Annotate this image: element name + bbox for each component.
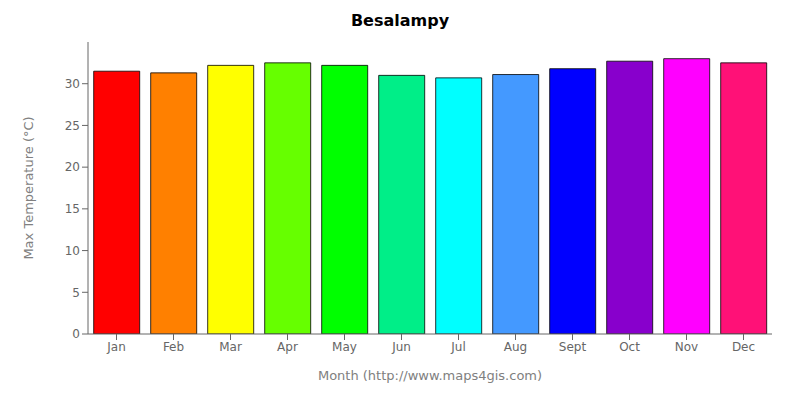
html-text:Besalampy: Besalampy bbox=[350, 11, 450, 30]
svg-text:20: 20 bbox=[65, 160, 80, 174]
svg-text:Month (http://www.maps4gis.com: Month (http://www.maps4gis.com) bbox=[318, 368, 542, 383]
svg-text:Jan: Jan bbox=[106, 340, 126, 354]
svg-text:10: 10 bbox=[65, 244, 80, 258]
svg-text:0: 0 bbox=[72, 327, 80, 341]
svg-text:5: 5 bbox=[72, 286, 80, 300]
svg-text:Sept: Sept bbox=[559, 340, 587, 354]
svg-text:30: 30 bbox=[65, 77, 80, 91]
svg-text:25: 25 bbox=[65, 119, 80, 133]
svg-text:Feb: Feb bbox=[163, 340, 184, 354]
svg-text:Jun: Jun bbox=[391, 340, 411, 354]
svg-text:Oct: Oct bbox=[619, 340, 640, 354]
svg-text:Dec: Dec bbox=[732, 340, 755, 354]
svg-text:Jul: Jul bbox=[450, 340, 465, 354]
svg-text:May: May bbox=[332, 340, 357, 354]
svg-text:Apr: Apr bbox=[277, 340, 298, 354]
svg-text:Max Temperature (°C): Max Temperature (°C) bbox=[21, 116, 36, 259]
svg-text:Mar: Mar bbox=[219, 340, 242, 354]
svg-text:Nov: Nov bbox=[675, 340, 698, 354]
svg-text:15: 15 bbox=[65, 202, 80, 216]
svg-text:Aug: Aug bbox=[504, 340, 527, 354]
